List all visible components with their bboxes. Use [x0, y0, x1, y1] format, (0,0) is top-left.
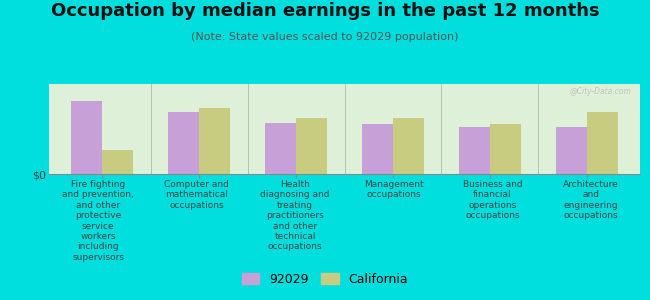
Text: (Note: State values scaled to 92029 population): (Note: State values scaled to 92029 popu…: [191, 32, 459, 41]
Bar: [265, 123, 296, 174]
Text: Health
diagnosing and
treating
practitioners
and other
technical
occupations: Health diagnosing and treating practitio…: [261, 180, 330, 251]
Bar: [362, 124, 393, 174]
Text: @City-Data.com: @City-Data.com: [569, 87, 631, 96]
Text: Architecture
and
engineering
occupations: Architecture and engineering occupations: [563, 180, 619, 220]
Bar: [393, 118, 424, 174]
Bar: [102, 150, 133, 174]
Text: Business and
financial
operations
occupations: Business and financial operations occupa…: [463, 180, 522, 220]
Text: Fire fighting
and prevention,
and other
protective
service
workers
including
sup: Fire fighting and prevention, and other …: [62, 180, 134, 262]
Text: Computer and
mathematical
occupations: Computer and mathematical occupations: [164, 180, 229, 210]
Text: Occupation by median earnings in the past 12 months: Occupation by median earnings in the pas…: [51, 2, 599, 20]
Bar: [296, 118, 327, 174]
Text: Management
occupations: Management occupations: [364, 180, 424, 200]
Bar: [71, 101, 102, 174]
Bar: [490, 124, 521, 174]
Legend: 92029, California: 92029, California: [237, 268, 413, 291]
Bar: [199, 108, 230, 174]
Bar: [459, 127, 490, 174]
Bar: [587, 112, 618, 174]
Bar: [168, 112, 199, 174]
Bar: [556, 127, 587, 174]
